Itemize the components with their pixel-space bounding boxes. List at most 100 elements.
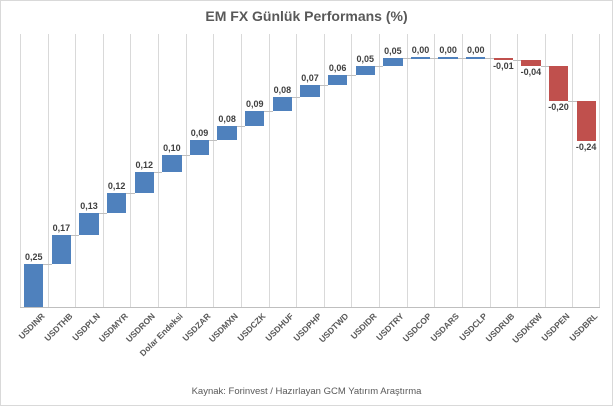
gridline bbox=[75, 34, 76, 307]
gridline bbox=[213, 34, 214, 307]
gridline bbox=[20, 34, 21, 307]
connector-line bbox=[292, 97, 301, 99]
bar-USDINR bbox=[24, 264, 44, 307]
bar-Dolar Endeksi bbox=[162, 155, 182, 173]
gridline bbox=[462, 34, 463, 307]
value-label-USDIDR: 0,05 bbox=[356, 54, 374, 65]
gridline bbox=[130, 34, 131, 307]
bar-USDCLP bbox=[466, 56, 486, 59]
x-tick-label-USDPEN: USDPEN bbox=[539, 311, 572, 344]
connector-line bbox=[568, 100, 577, 102]
gridline bbox=[158, 34, 159, 307]
value-label-USDCLP: 0,00 bbox=[466, 44, 485, 55]
bar-USDTWD bbox=[327, 74, 348, 86]
gridline bbox=[407, 34, 408, 307]
value-label-USDMYR: 0,12 bbox=[107, 180, 126, 191]
x-tick-label-USDCOP: USDCOP bbox=[400, 311, 434, 344]
bar-USDHUF bbox=[272, 97, 293, 111]
value-label-USDPHP: 0,07 bbox=[301, 73, 319, 84]
gridline bbox=[296, 34, 297, 307]
x-tick-label-USDIDR: USDIDR bbox=[348, 311, 379, 342]
value-label-USDPEN: -0,20 bbox=[548, 101, 569, 112]
connector-line bbox=[540, 66, 549, 68]
value-label-USDINR: 0,25 bbox=[25, 252, 43, 263]
x-tick-label-USDBRL: USDBRL bbox=[567, 311, 600, 344]
connector-line bbox=[513, 59, 522, 61]
gridline bbox=[48, 34, 49, 307]
bar-USDCZK bbox=[245, 110, 265, 127]
x-tick-label-USDMXN: USDMXN bbox=[207, 311, 241, 345]
x-axis-line bbox=[20, 307, 600, 308]
bar-USDPLN bbox=[79, 213, 99, 236]
bar-USDBRL bbox=[576, 100, 596, 142]
x-tick-label-USDMYR: USDMYR bbox=[96, 311, 130, 345]
connector-line bbox=[209, 139, 218, 141]
x-tick-label-USDARS: USDARS bbox=[428, 311, 462, 344]
bar-USDPEN bbox=[548, 66, 569, 101]
value-label-USDZAR: 0,09 bbox=[190, 127, 209, 138]
bar-USDZAR bbox=[189, 139, 210, 156]
bar-USDPHP bbox=[300, 85, 320, 98]
connector-line bbox=[181, 155, 190, 157]
connector-line bbox=[319, 85, 328, 87]
bar-USDCOP bbox=[410, 56, 431, 59]
gridline bbox=[351, 34, 352, 307]
connector-line bbox=[236, 126, 246, 128]
source-caption: Kaynak: Forinvest / Hazırlayan GCM Yatır… bbox=[191, 386, 422, 397]
value-label-USDRUB: -0,01 bbox=[493, 60, 514, 71]
connector-line bbox=[430, 57, 439, 59]
x-tick-label-USDCZK: USDCZK bbox=[235, 311, 268, 344]
value-label-USDBRL: -0,24 bbox=[575, 142, 597, 153]
bar-USDTRY bbox=[383, 57, 403, 67]
value-label-USDKRW: -0,04 bbox=[520, 67, 542, 78]
chart-title: EM FX Günlük Performans (%) bbox=[205, 8, 408, 24]
plot-area: 0,25 0,17 0,13 0,12 0,12 0,10 0,09 0,08 0,09 0,08… bbox=[20, 34, 600, 308]
gridline bbox=[269, 34, 270, 307]
connector-line bbox=[457, 57, 467, 59]
gridline bbox=[517, 34, 518, 307]
bar-USDTHB bbox=[51, 235, 72, 265]
connector-line bbox=[71, 235, 80, 237]
connector-line bbox=[402, 57, 411, 59]
gridline bbox=[545, 34, 546, 307]
connector-line bbox=[347, 74, 356, 76]
x-tick-label-USDTHB: USDTHB bbox=[42, 311, 75, 344]
gridline bbox=[186, 34, 187, 307]
value-label-USDTWD: 0,06 bbox=[328, 62, 347, 73]
bar-USDIDR bbox=[355, 66, 375, 75]
value-label-USDRON: 0,12 bbox=[135, 160, 154, 171]
value-label-USDCOP: 0,00 bbox=[411, 44, 430, 55]
connector-line bbox=[485, 57, 494, 59]
bar-USDRON bbox=[134, 172, 154, 193]
value-label-USDHUF: 0,08 bbox=[273, 85, 292, 96]
gridline bbox=[599, 34, 600, 307]
bar-USDMYR bbox=[107, 192, 127, 214]
connector-line bbox=[126, 192, 135, 194]
connector-line bbox=[374, 66, 384, 68]
gridline bbox=[434, 34, 435, 307]
gridline bbox=[324, 34, 325, 307]
value-label-USDARS: 0,00 bbox=[439, 44, 457, 55]
value-label-USDPLN: 0,13 bbox=[80, 201, 98, 212]
value-label-USDMXN: 0,08 bbox=[218, 114, 236, 125]
connector-line bbox=[264, 110, 273, 112]
value-label-USDTHB: 0,17 bbox=[52, 223, 71, 234]
bar-USDKRW bbox=[521, 59, 541, 67]
value-label-USDTRY: 0,05 bbox=[384, 45, 402, 56]
gridline bbox=[490, 34, 491, 307]
bar-USDMXN bbox=[217, 126, 237, 140]
connector-line bbox=[43, 264, 52, 266]
connector-line bbox=[98, 213, 107, 215]
bar-USDRUB bbox=[493, 57, 513, 60]
value-label-Dolar Endeksi: 0,10 bbox=[163, 143, 181, 154]
gridline bbox=[379, 34, 380, 307]
x-axis-labels: USDINR USDTHB USDPLN USDMYR USDRON Dolar Ende… bbox=[17, 309, 600, 373]
gridline bbox=[103, 34, 104, 307]
x-tick-label-USDHUF: USDHUF bbox=[263, 311, 296, 344]
gridline bbox=[241, 34, 242, 307]
bar-USDARS bbox=[438, 56, 458, 59]
value-label-USDCZK: 0,09 bbox=[245, 98, 264, 109]
gridline bbox=[572, 34, 573, 307]
connector-line bbox=[153, 172, 163, 174]
